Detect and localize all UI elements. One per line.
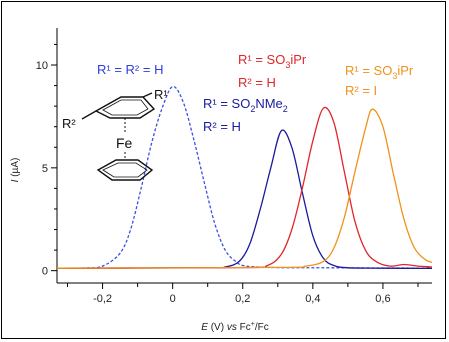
y-tick-label: 10 <box>36 60 48 72</box>
x-tick-label: 0,4 <box>305 293 320 305</box>
x-tick-label: 0 <box>170 293 176 305</box>
series-line-2 <box>56 129 433 270</box>
annotation-sulfonate: R¹ = SO3iPr R² = H <box>238 52 307 90</box>
x-tick-label: 0,2 <box>235 293 250 305</box>
y-axis-title: I (µA) <box>10 158 21 183</box>
svg-text:R² = I: R² = I <box>345 83 377 98</box>
annotation-sulfonate-iodo: R¹ = SO3iPr R² = I <box>345 63 414 98</box>
structure-fe: Fe <box>116 135 133 151</box>
annotation-sulfonamide: R¹ = SO2NMe2 R² = H <box>203 96 288 134</box>
svg-text:R¹ = SO3iPr: R¹ = SO3iPr <box>238 52 307 70</box>
svg-text:R² = H: R² = H <box>203 119 241 134</box>
structure-r1: R¹ <box>154 87 168 102</box>
svg-text:R¹ = SO3iPr: R¹ = SO3iPr <box>345 63 414 81</box>
svg-text:R¹ = SO2NMe2: R¹ = SO2NMe2 <box>203 96 288 114</box>
series-line-3 <box>56 106 433 269</box>
x-axis-title: E (V) vs Fc+/Fc <box>201 321 268 333</box>
svg-text:R² = H: R² = H <box>238 75 276 90</box>
series-line-4 <box>56 108 433 269</box>
x-tick-label: 0,6 <box>375 293 390 305</box>
structure-r2: R² <box>62 116 76 131</box>
annotation-unsubstituted: R¹ = R² = H <box>97 62 163 77</box>
y-tick-label: 0 <box>42 266 48 278</box>
ferrocene-structure <box>81 92 156 181</box>
series-line-1 <box>56 85 433 269</box>
y-tick-label: 5 <box>42 163 48 175</box>
x-tick-label: -0,2 <box>93 293 112 305</box>
